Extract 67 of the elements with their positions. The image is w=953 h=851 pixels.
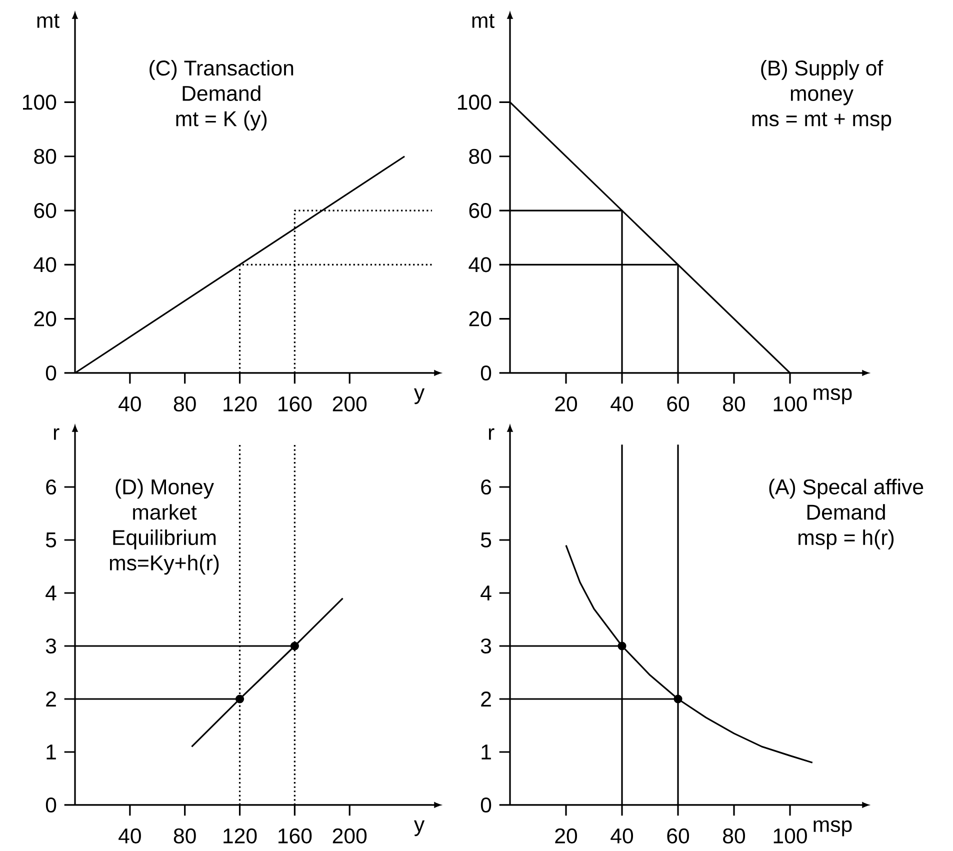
y-tick-label: 0 — [46, 798, 56, 813]
x-tick-label: 200 — [332, 396, 367, 412]
y-tick-label: 1 — [482, 744, 491, 760]
x-tick-label: 20 — [555, 828, 578, 844]
annotation: market — [133, 504, 197, 520]
annotation: ms=Ky+h(r) — [110, 554, 219, 575]
y-tick-label: 6 — [481, 480, 492, 495]
x-tick-label: 80 — [174, 828, 196, 844]
y-tick-label: 3 — [480, 638, 492, 654]
y-axis-title: mt — [472, 14, 494, 28]
y-axis-title: r — [54, 428, 60, 440]
x-tick-label: 60 — [667, 828, 690, 844]
y-tick-label: 80 — [469, 149, 492, 164]
annotation: money — [790, 89, 854, 106]
y-tick-label: 5 — [46, 532, 56, 548]
y-tick-label: 40 — [34, 257, 56, 272]
x-tick-label: 20 — [555, 396, 578, 412]
x-tick-label: 40 — [610, 396, 634, 412]
y-tick-label: 100 — [458, 94, 492, 110]
x-tick-label: 100 — [774, 396, 807, 412]
x-tick-label: 120 — [224, 828, 257, 844]
y-tick-label: 2 — [481, 692, 491, 707]
x-tick-label: 40 — [118, 396, 141, 412]
annotation: Demand — [182, 86, 260, 102]
y-tick-label: 80 — [34, 149, 56, 164]
x-tick-label: 60 — [667, 396, 690, 412]
y-tick-label: 3 — [46, 638, 56, 654]
x-tick-label: 160 — [278, 396, 312, 412]
y-tick-label: 100 — [23, 94, 56, 110]
x-axis-title: msp — [814, 388, 852, 404]
y-tick-label: 40 — [468, 257, 492, 272]
annotation: (C) Transaction — [150, 60, 294, 80]
y-tick-label: 1 — [46, 744, 56, 760]
annotation: Demand — [807, 504, 885, 520]
x-axis-title: msp — [814, 820, 852, 836]
y-tick-label: 20 — [34, 311, 56, 327]
annotation: ms = mt + msp — [752, 112, 892, 131]
annotation: mt = K (y) — [176, 110, 267, 131]
y-tick-label: 60 — [34, 203, 56, 218]
y-tick-label: 20 — [469, 311, 492, 327]
x-tick-label: 200 — [332, 828, 367, 844]
x-tick-label: 80 — [174, 396, 196, 412]
annotation: (D) Money — [116, 478, 214, 499]
annotation: (A) Specal affive — [769, 478, 924, 499]
y-tick-label: 6 — [46, 480, 56, 495]
y-axis-title: r — [488, 428, 494, 440]
x-tick-label: 120 — [224, 396, 257, 412]
x-tick-label: 100 — [774, 828, 807, 844]
x-axis-title: y — [414, 388, 425, 404]
annotation: msp = h(r) — [798, 530, 894, 550]
y-tick-label: 0 — [46, 366, 56, 381]
x-tick-label: 40 — [610, 828, 634, 844]
y-tick-label: 4 — [46, 586, 56, 601]
x-tick-label: 160 — [278, 828, 312, 844]
y-tick-label: 0 — [480, 798, 492, 813]
y-tick-label: 0 — [480, 366, 492, 381]
y-tick-label: 60 — [469, 203, 492, 218]
annotation: Equilibrium — [113, 530, 216, 550]
x-tick-label: 40 — [118, 828, 141, 844]
y-tick-label: 2 — [46, 692, 56, 707]
annotation: (B) Supply of — [761, 60, 884, 80]
y-axis-title: mt — [37, 14, 60, 28]
x-tick-label: 80 — [723, 828, 746, 844]
y-tick-label: 5 — [480, 532, 492, 548]
x-tick-label: 80 — [723, 396, 746, 412]
y-tick-label: 4 — [480, 586, 492, 601]
x-axis-title: y — [414, 820, 425, 836]
